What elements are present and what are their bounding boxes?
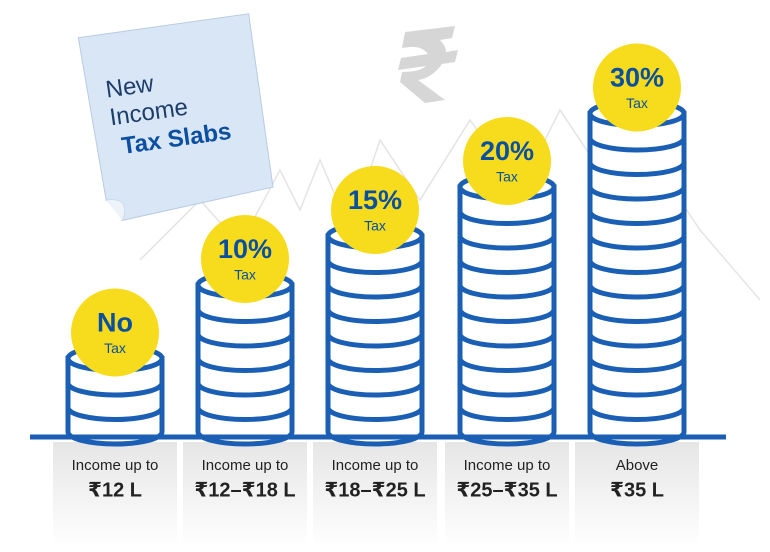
coin-edge [587,137,687,153]
coin-edge [195,333,295,349]
rate-badge [71,288,159,377]
note-line: New [104,70,156,104]
coin-edge [457,308,557,324]
rate-badge [593,43,681,132]
slab-amount: ₹35 L [610,479,664,501]
slab-label: Above [616,457,659,474]
rate: 20% [480,136,534,166]
coin-edge [587,333,687,349]
stacks: No Tax Income up to ₹12 L 10% Tax Income up to… [53,43,699,547]
coin-edge [587,161,687,177]
rate-sub: Tax [234,267,256,283]
slab-amount: ₹25–₹35 L [456,479,557,501]
coin-edge [457,382,557,398]
coin-edge [65,406,165,422]
rate: 10% [218,234,272,264]
slab-amount: ₹12 L [88,479,142,501]
coin-edge [587,308,687,324]
coin-edge [587,284,687,300]
coin-edge [195,308,295,324]
coin-edge [325,259,425,275]
rate-sub: Tax [626,95,648,111]
coin-edge [325,406,425,422]
rate: No [97,308,133,338]
label-strip [445,442,569,547]
slab-label: Income up to [72,457,159,474]
coin-edge [325,357,425,373]
coin-edge [587,357,687,373]
coin-edge [587,259,687,275]
coin-edge [457,259,557,275]
coin-edge [457,406,557,422]
slab-amount: ₹18–₹25 L [324,479,425,501]
coin-edge [587,382,687,398]
coin-edge [457,357,557,373]
coin-edge [195,382,295,398]
coin-edge [65,382,165,398]
label-strip [183,442,307,547]
label-strip [575,442,699,547]
slab-label: Income up to [332,457,419,474]
coin-edge [587,186,687,202]
coin-edge [457,210,557,226]
coin-edge [457,333,557,349]
coin-edge [457,235,557,251]
coin-edge [587,235,687,251]
slab-label: Income up to [464,457,551,474]
coin-edge [325,333,425,349]
coin-edge [195,406,295,422]
coin-edge [195,357,295,373]
rate-badge [463,117,551,205]
coin-edge [325,308,425,324]
label-strip [53,442,177,547]
coin-edge [325,284,425,300]
rate-sub: Tax [496,169,518,185]
rate: 15% [348,185,402,215]
rate-sub: Tax [104,340,126,356]
note-paper [77,13,274,222]
rupee-icon [398,26,458,103]
coin-edge [457,284,557,300]
coin-edge [587,210,687,226]
rate: 30% [610,63,664,93]
coin-edge [587,406,687,422]
coin-edge [325,382,425,398]
rate-sub: Tax [364,218,386,234]
slab-amount: ₹12–₹18 L [194,479,295,501]
slab-label: Income up to [202,457,289,474]
label-strip [313,442,437,547]
rate-badge [331,166,419,254]
rate-badge [201,215,289,303]
